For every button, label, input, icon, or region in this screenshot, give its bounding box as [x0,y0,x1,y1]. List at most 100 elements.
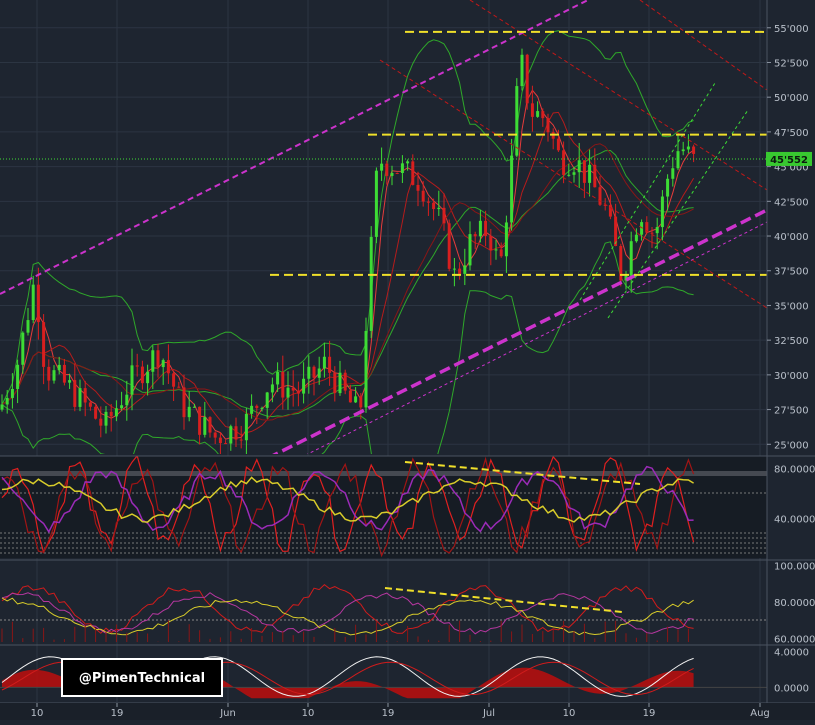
candle-body [302,378,306,394]
oscillator-2-divergence-line [384,587,623,613]
candle-body [385,163,389,176]
candle-body [458,268,462,274]
candle-body [671,168,675,179]
candle-body [229,426,233,444]
oscillator-1-signal-line [1,476,694,523]
candle-body [640,222,644,235]
candle-body [619,245,623,281]
candle-body [359,396,363,408]
candle-body [83,388,87,403]
watermark-box [61,658,223,697]
y-tick-label: 55'000 [774,24,809,35]
candle-body [5,397,9,405]
candle-body [244,413,248,441]
candle-body [478,220,482,237]
candle-body [686,146,690,150]
candle-body [260,407,264,409]
candle-body [130,365,134,395]
candle-body [109,411,113,417]
candle-body [78,388,82,407]
last-price-tag [766,151,812,166]
y-tick-label: 27'500 [774,406,809,417]
candle-body [634,234,638,242]
uptrend-line-1 [579,82,716,301]
watermark-text: @PimenTechnical [79,671,205,686]
y-tick-label: 47'500 [774,128,809,139]
x-tick-label: 10 [31,708,44,719]
y-tick-label: 50'000 [774,93,809,104]
watermark: @PimenTechnical [61,658,223,697]
downtrend-line-3 [639,0,767,91]
candle-body [530,103,534,117]
candle-body [380,163,384,171]
candle-body [655,227,659,234]
candle-body [494,249,498,251]
candle-body [400,163,404,174]
candle-body [614,216,618,246]
y-tick-label: 40'000 [774,232,809,243]
y-tick-label: 25'000 [774,440,809,451]
candle-body [140,366,144,384]
x-tick-label: 19 [111,708,124,719]
candle-body [73,380,77,407]
candle-body [16,364,20,389]
candle-body [291,387,295,391]
candle-body [463,265,467,274]
candle-body [203,417,207,435]
candle-body [421,190,425,202]
candle-body [62,364,66,383]
x-tick-label: 19 [643,708,656,719]
candle-body [68,380,72,383]
oscillator-1-tick-label: 40.0000 [774,515,815,526]
candle-body [250,405,254,414]
candle-body [31,284,35,321]
price-pane [0,0,767,454]
candle-body [312,366,316,378]
lower-channel-line [272,208,767,454]
x-tick-label: Jun [219,708,236,719]
candle-body [322,356,326,369]
slow-ma-line [1,143,694,421]
y-tick-label: 32'500 [774,336,809,347]
last-price-label: 45'552 [770,155,808,166]
candle-body [608,205,612,217]
candle-body [21,332,25,365]
candle-body [42,322,46,367]
candle-body [187,406,191,418]
overbought-band [0,471,767,476]
candle-body [213,432,217,438]
candle-body [572,172,576,175]
candle-body [499,249,503,257]
upper-band-line [1,30,694,405]
candle-body [447,223,451,269]
candle-body [198,406,202,435]
candle-body [234,426,238,440]
candle-body [239,439,243,441]
candle-body [135,365,139,367]
y-axis: 55'000 52'500 50'000 47'500 45'000 42'500 40'0… [766,24,815,694]
candle-body [156,350,160,368]
candle-body [603,204,607,206]
candle-body [406,161,410,164]
candle-body [270,384,274,393]
x-tick-label: 10 [302,708,315,719]
candle-body [426,201,430,203]
candle-body [177,386,181,388]
y-tick-label: 45'000 [774,163,809,174]
candle-body [588,164,592,183]
candle-body [629,241,633,276]
candle-body [411,161,415,185]
oscillator-2-pane [0,583,767,642]
y-tick-label: 37'500 [774,267,809,278]
y-tick-label: 35'000 [774,301,809,312]
candle-body [660,196,664,228]
candle-body [99,418,103,426]
candle-body [328,356,332,373]
candle-body [510,155,514,223]
candle-body [26,320,30,333]
candle-body [224,443,228,445]
candle-body [307,366,311,379]
candle-body [582,160,586,183]
candle-body [541,111,545,119]
